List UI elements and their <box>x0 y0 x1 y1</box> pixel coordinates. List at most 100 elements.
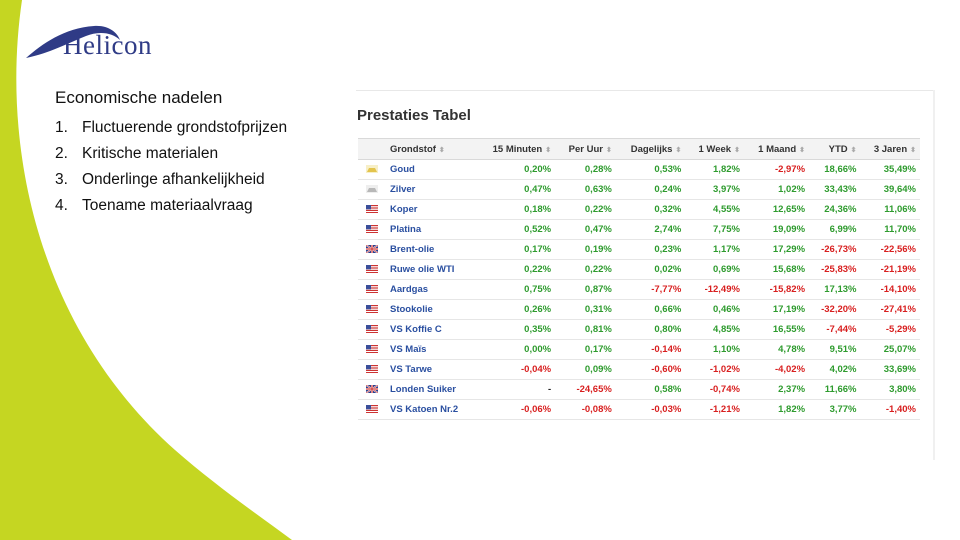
commodity-link[interactable]: Londen Suiker <box>386 379 477 400</box>
list-item-number: 3. <box>55 171 68 188</box>
column-header[interactable]: 1 Week ⬍ <box>685 138 744 160</box>
column-header-label: 1 Week <box>698 143 732 155</box>
table-cell-value: - <box>476 379 556 400</box>
table-cell-value: 1,82% <box>685 159 744 180</box>
table-cell-value: 16,55% <box>743 319 810 340</box>
table-cell-value: 0,19% <box>555 239 616 260</box>
sort-icon[interactable]: ⬍ <box>605 146 612 154</box>
table-row: Aardgas 0,75% 0,87% -7,77% -12,49% -15,82% 17,… <box>358 279 920 300</box>
table-cell-value: 0,69% <box>685 259 744 280</box>
table-cell-value: 17,13% <box>809 279 861 300</box>
table-row: Stookolie 0,26% 0,31% 0,66% 0,46% 17,19% -32,2… <box>358 299 920 320</box>
table-cell-value: 39,64% <box>860 179 920 200</box>
table-cell-value: 4,55% <box>685 199 744 220</box>
table-cell-value: 11,06% <box>860 199 920 220</box>
us-flag-icon <box>358 199 386 220</box>
us-flag-icon <box>358 319 386 340</box>
us-flag-icon <box>358 399 386 420</box>
column-header[interactable]: 1 Maand ⬍ <box>743 138 810 160</box>
table-cell-value: 0,80% <box>615 319 686 340</box>
panel-right-border <box>933 90 935 460</box>
column-header-label: 1 Maand <box>758 143 797 155</box>
table-cell-value: -27,41% <box>860 299 920 320</box>
table-cell-value: -4,02% <box>743 359 810 380</box>
commodity-link[interactable]: VS Koffie C <box>386 319 477 340</box>
column-header[interactable]: Grondstof ⬍ <box>386 138 477 160</box>
commodity-link[interactable]: Koper <box>386 199 477 220</box>
commodity-link[interactable]: VS Katoen Nr.2 <box>386 399 477 420</box>
sort-icon[interactable]: ⬍ <box>799 146 806 154</box>
table-cell-value: 7,75% <box>685 219 744 240</box>
list-item-text: Onderlinge afhankelijkheid <box>82 171 265 188</box>
table-cell-value: 0,09% <box>555 359 616 380</box>
table-cell-value: 2,74% <box>615 219 686 240</box>
table-cell-value: -1,02% <box>685 359 744 380</box>
table-cell-value: 0,02% <box>615 259 686 280</box>
table-row: VS Koffie C 0,35% 0,81% 0,80% 4,85% 16,55% -7,… <box>358 319 920 340</box>
table-cell-value: -1,21% <box>685 399 744 420</box>
table-cell-value: 4,02% <box>809 359 861 380</box>
us-flag-icon <box>358 359 386 380</box>
table-cell-value: 0,26% <box>476 299 556 320</box>
table-cell-value: 0,17% <box>555 339 616 360</box>
table-cell-value: -14,10% <box>860 279 920 300</box>
column-header-label: Grondstof <box>390 143 436 155</box>
commodity-link[interactable]: Ruwe olie WTI <box>386 259 477 280</box>
commodity-link[interactable]: Platina <box>386 219 477 240</box>
table-cell-value: 0,22% <box>555 259 616 280</box>
table-cell-value: 0,31% <box>555 299 616 320</box>
table-cell-value: -0,06% <box>476 399 556 420</box>
sort-icon[interactable]: ⬍ <box>545 146 552 154</box>
sort-icon[interactable]: ⬍ <box>438 146 445 154</box>
commodity-link[interactable]: VS Maïs <box>386 339 477 360</box>
disadvantages-list: 1. Fluctuerende grondstofprijzen 2. Kritisc… <box>55 118 287 222</box>
table-cell-value: 3,97% <box>685 179 744 200</box>
table-cell-value: 17,29% <box>743 239 810 260</box>
table-cell-value: -1,40% <box>860 399 920 420</box>
column-header-label: 15 Minuten <box>492 143 543 155</box>
us-flag-icon <box>358 339 386 360</box>
table-cell-value: -25,83% <box>809 259 861 280</box>
commodity-link[interactable]: Stookolie <box>386 299 477 320</box>
commodity-link[interactable]: Brent-olie <box>386 239 477 260</box>
table-cell-value: -0,60% <box>615 359 686 380</box>
commodity-link[interactable]: Zilver <box>386 179 477 200</box>
table-row: VS Maïs 0,00% 0,17% -0,14% 1,10% 4,78% 9,51% 25… <box>358 339 920 360</box>
list-item-text: Fluctuerende grondstofprijzen <box>82 119 288 136</box>
sort-icon[interactable]: ⬍ <box>850 146 857 154</box>
table-cell-value: 0,35% <box>476 319 556 340</box>
list-item: 3. Onderlinge afhankelijkheid <box>55 170 287 196</box>
us-flag-icon <box>358 279 386 300</box>
table-cell-value: 0,23% <box>615 239 686 260</box>
table-cell-value: 0,32% <box>615 199 686 220</box>
commodity-link[interactable]: VS Tarwe <box>386 359 477 380</box>
table-cell-value: 17,19% <box>743 299 810 320</box>
column-header[interactable]: 3 Jaren ⬍ <box>860 138 920 160</box>
performance-table: Grondstof ⬍ 15 Minuten ⬍ Per Uur ⬍ Dagelijks ⬍ 1… <box>358 138 920 420</box>
table-row: Londen Suiker - -24,65% 0,58% -0,74% 2,37% 11,… <box>358 379 920 400</box>
table-cell-value: -7,77% <box>615 279 686 300</box>
table-cell-value: -12,49% <box>685 279 744 300</box>
background-green-curve <box>0 0 292 540</box>
logo-text: Helicon <box>63 30 152 60</box>
column-header[interactable]: Per Uur ⬍ <box>555 138 616 160</box>
column-header-label: 3 Jaren <box>873 143 908 155</box>
sort-icon[interactable]: ⬍ <box>910 146 916 154</box>
table-cell-value: 0,63% <box>555 179 616 200</box>
column-header[interactable]: YTD ⬍ <box>809 138 861 160</box>
table-cell-value: 1,02% <box>743 179 810 200</box>
sort-icon[interactable]: ⬍ <box>675 146 682 154</box>
column-header[interactable]: 15 Minuten ⬍ <box>476 138 556 160</box>
slide-title: Economische nadelen <box>55 88 223 107</box>
table-cell-value: 19,09% <box>743 219 810 240</box>
commodity-link[interactable]: Goud <box>386 159 477 180</box>
table-row: Zilver 0,47% 0,63% 0,24% 3,97% 1,02% 33,43% 39,… <box>358 179 920 200</box>
column-header-flag <box>358 138 386 160</box>
table-cell-value: 0,52% <box>476 219 556 240</box>
sort-icon[interactable]: ⬍ <box>734 146 740 154</box>
commodity-link[interactable]: Aardgas <box>386 279 477 300</box>
table-row: Brent-olie 0,17% 0,19% 0,23% 1,17% 17,29% -26,… <box>358 239 920 260</box>
column-header[interactable]: Dagelijks ⬍ <box>615 138 686 160</box>
silver-bar-icon <box>358 179 386 200</box>
table-cell-value: 4,85% <box>685 319 744 340</box>
